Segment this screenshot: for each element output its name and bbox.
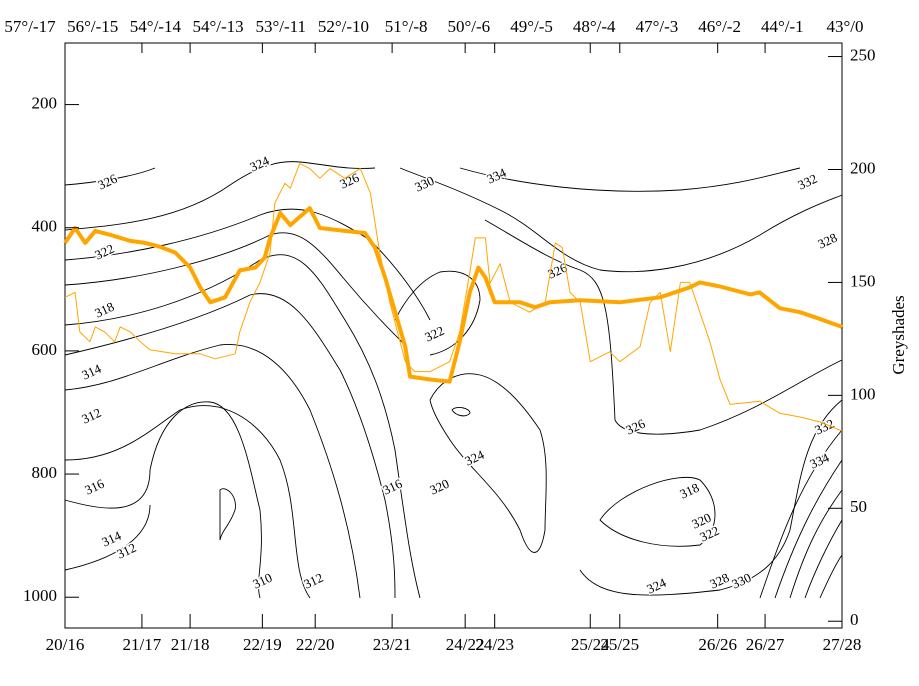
top-label: 48°/-4 (573, 17, 616, 36)
contour-line (64, 208, 431, 321)
x-tick-label: 22/20 (296, 635, 335, 654)
contour-line (819, 554, 843, 599)
contour-line (64, 504, 151, 571)
x-tick-label: 26/26 (698, 635, 737, 654)
top-label: 56°/-15 (67, 17, 118, 36)
contour-line (804, 519, 843, 599)
top-label: 49°/-5 (510, 17, 553, 36)
contour-label: 312 (79, 405, 103, 427)
contour-line (399, 167, 843, 273)
y-tick-label: 800 (32, 463, 58, 482)
contour-line (759, 429, 843, 599)
y2-tick-label: 250 (850, 45, 876, 64)
contour-line (599, 476, 716, 547)
top-label: 47°/-3 (636, 17, 679, 36)
contour-label: 318 (677, 480, 701, 502)
x-tick-label: 23/21 (373, 635, 412, 654)
contour-label: 324 (644, 574, 668, 596)
contour-label: 318 (92, 299, 116, 321)
contour-label: 332 (795, 171, 819, 193)
contour-label: 330 (412, 173, 436, 195)
contour-line (429, 373, 547, 553)
contour-line (64, 344, 361, 599)
contour-line (64, 161, 376, 231)
y2-tick-label: 150 (850, 271, 876, 290)
contour-line (64, 254, 421, 599)
top-label: 43°/0 (826, 17, 863, 36)
contour-label: 324 (462, 446, 486, 468)
top-label: 46°/-2 (698, 17, 741, 36)
contour-label: 320 (427, 476, 451, 498)
contour-label: 334 (807, 449, 831, 471)
contour-line (459, 167, 801, 192)
contour-line (64, 167, 156, 186)
x-tick-label: 20/16 (46, 635, 85, 654)
y2-tick-label: 0 (850, 610, 859, 629)
top-label: 52°/-10 (318, 17, 369, 36)
y-tick-label: 1000 (23, 586, 57, 605)
x-tick-label: 25/24 (571, 635, 610, 654)
contour-label: 330 (729, 570, 753, 592)
x-tick-label: 24/23 (475, 635, 514, 654)
contour-label: 322 (92, 241, 116, 263)
x-tick-label: 21/18 (171, 635, 210, 654)
contour-label: 328 (815, 230, 839, 252)
contour-line (774, 459, 843, 599)
contour-line (64, 401, 262, 599)
contour-label: 310 (250, 570, 274, 592)
y-tick-label: 400 (32, 217, 58, 236)
y2-tick-label: 50 (850, 497, 867, 516)
contour-line (64, 293, 396, 599)
contours (64, 161, 843, 599)
top-label: 54°/-13 (192, 17, 243, 36)
contour-label: 316 (82, 475, 106, 497)
top-label: 53°/-11 (255, 17, 306, 36)
top-label: 51°/-8 (385, 17, 428, 36)
y2-tick-label: 200 (850, 158, 876, 177)
top-label: 44°/-1 (761, 17, 804, 36)
x-tick-label: 25/25 (600, 635, 639, 654)
contour-label: 326 (623, 415, 647, 437)
contour-label: 314 (79, 360, 103, 382)
contour-line (64, 405, 311, 599)
contour-line (579, 399, 843, 596)
y-tick-label: 200 (32, 93, 58, 112)
contour-label: 334 (484, 164, 508, 186)
x-tick-label: 24/22 (446, 635, 485, 654)
top-label: 57°/-17 (4, 17, 56, 36)
contour-line (484, 219, 843, 435)
contour-label: 326 (337, 169, 361, 191)
plot-frame (64, 42, 843, 629)
y2-tick-label: 100 (850, 384, 876, 403)
series-line (64, 163, 843, 432)
x-tick-label: 21/17 (123, 635, 162, 654)
contour-label: 322 (422, 323, 446, 345)
series-line (63, 206, 843, 384)
contour-label: 332 (812, 416, 836, 438)
y2-axis-title: Greyshades (889, 295, 908, 374)
x-tick-label: 22/19 (243, 635, 282, 654)
x-tick-label: 27/28 (823, 635, 862, 654)
top-label: 54°/-14 (130, 17, 182, 36)
contour-line (219, 488, 236, 541)
y-tick-label: 600 (32, 340, 58, 359)
contour-label: 326 (95, 170, 119, 192)
contour-line (789, 489, 843, 599)
contour-line (451, 406, 471, 417)
x-tick-label: 26/27 (746, 635, 785, 654)
contour-label: 324 (247, 152, 271, 174)
top-label: 50°/-6 (448, 17, 491, 36)
contour-line (64, 232, 406, 346)
